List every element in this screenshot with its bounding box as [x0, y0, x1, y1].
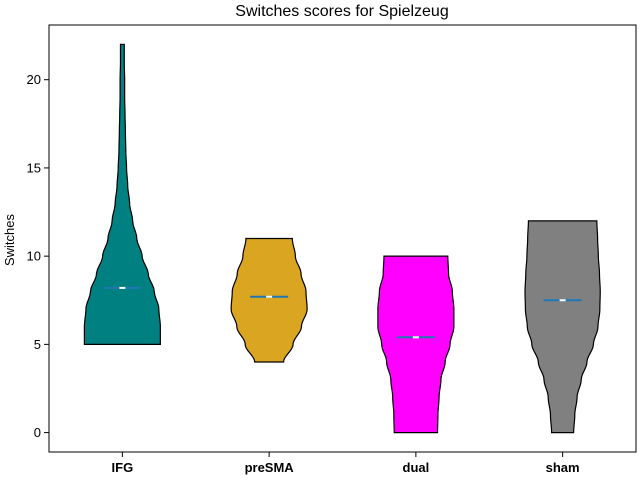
x-tick-label-ifg: IFG [112, 460, 134, 475]
violin-ifg [83, 43, 161, 345]
y-tick-label: 20 [27, 72, 41, 87]
x-ticks-group: IFG preSMA dual sham [112, 452, 580, 475]
x-tick-label-dual: dual [403, 460, 430, 475]
chart-title: Switches scores for Spielzeug [235, 3, 448, 20]
violins-group [83, 43, 601, 434]
y-tick-label: 10 [27, 249, 41, 264]
y-tick-label: 5 [34, 337, 41, 352]
plot-frame [48, 24, 637, 453]
violin-presma [230, 237, 308, 363]
y-axis-label: Switches [2, 213, 17, 266]
y-tick-label: 15 [27, 160, 41, 175]
y-tick-label: 0 [34, 425, 41, 440]
x-tick-label-presma: preSMA [245, 460, 295, 475]
violin-sham [524, 220, 601, 434]
violin-dual [377, 255, 455, 434]
y-ticks-group: 0 5 10 15 20 [27, 72, 49, 440]
x-tick-label-sham: sham [546, 460, 580, 475]
